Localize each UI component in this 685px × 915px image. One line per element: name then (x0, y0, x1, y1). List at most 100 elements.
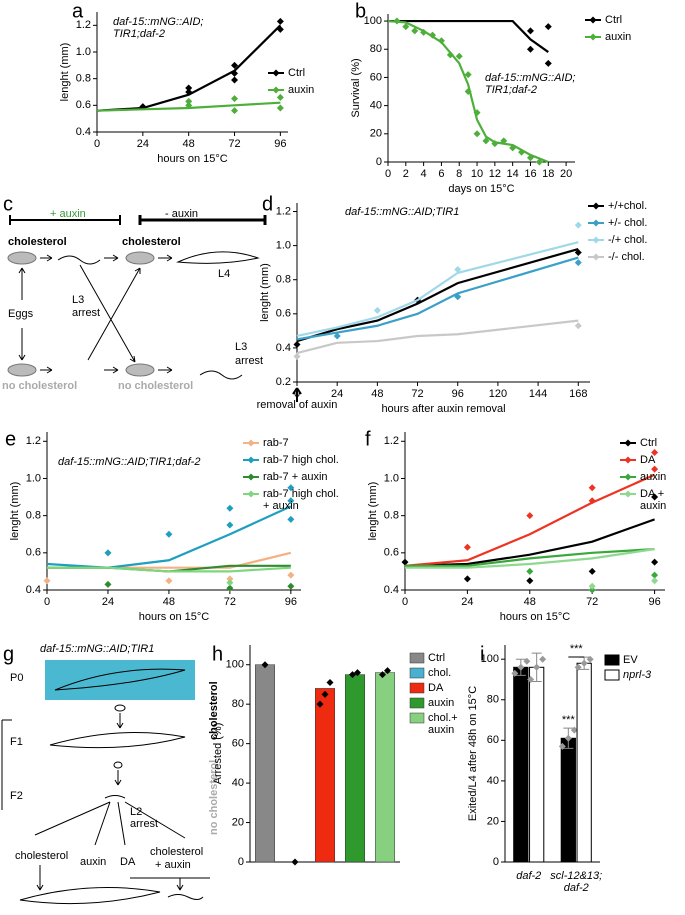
series-line (296, 256, 579, 341)
legend-label: EV (623, 654, 638, 666)
data-point (185, 84, 193, 92)
x-axis-label: hours after auxin removal (381, 403, 505, 415)
x-tick-label: 120 (489, 388, 507, 400)
annotation: daf-15::mNG::AID;TIR1;daf-2 (485, 72, 575, 96)
legend-label: DA + auxin (640, 488, 666, 512)
y-tick-label: 60 (370, 71, 382, 83)
panel-letter: a (72, 0, 84, 22)
data-point (231, 107, 239, 115)
label: cholesterol (122, 236, 181, 248)
bracket (9, 215, 121, 225)
y-tick-label: 60 (232, 738, 244, 750)
data-point (231, 61, 239, 69)
data-point (651, 571, 659, 579)
y-axis-label: Exited/L4 after 48h on 15°C (467, 686, 479, 821)
label: Eggs (8, 308, 34, 320)
legend-label: Ctrl (640, 437, 657, 449)
data-point (588, 567, 596, 575)
panel-letter: g (3, 643, 14, 665)
data-point (379, 671, 386, 679)
data-point (437, 37, 445, 45)
data-point (226, 584, 234, 592)
data-point (226, 579, 234, 587)
data-point (373, 306, 381, 314)
x-tick-label: 72 (586, 596, 598, 608)
legend-label: chol.+ auxin (428, 712, 458, 736)
arrows-worms (18, 251, 260, 380)
data-point (287, 582, 295, 590)
legend-label: rab-7 high chol. + auxin (263, 488, 339, 512)
data-point (574, 259, 582, 267)
y-tick-label: 0.4 (276, 342, 291, 354)
y-tick-label: 80 (370, 43, 382, 55)
x-tick-label: 12 (489, 168, 501, 180)
x-tick-label: 48 (183, 138, 195, 150)
panel-letter: d (262, 193, 273, 215)
panel-letter: b (355, 0, 366, 22)
data-point (333, 332, 341, 340)
legend-marker (272, 69, 280, 77)
data-point (321, 690, 329, 698)
data-point (482, 137, 490, 145)
x-tick-label: 96 (274, 138, 286, 150)
y-axis-label: lenght (mm) (259, 263, 271, 322)
title: daf-15::mNG::AID;TIR1 (40, 643, 154, 655)
data-point (455, 52, 463, 60)
x-tick-label: 0 (402, 596, 408, 608)
x-tick-label: 72 (224, 596, 236, 608)
y-tick-label: 1.0 (76, 46, 91, 58)
panel-letter: e (5, 428, 16, 450)
data-point (574, 322, 582, 330)
plate (45, 660, 195, 700)
data-point (570, 726, 578, 734)
y-tick-label: 0.8 (76, 73, 91, 85)
legend-swatch (409, 712, 425, 724)
panel-letter: c (3, 193, 13, 215)
label: arrest (130, 818, 158, 830)
y-tick-label: 100 (226, 659, 244, 671)
y-tick-label: 0.8 (276, 274, 291, 286)
data-point (574, 663, 582, 671)
panel-letter: f (365, 428, 371, 450)
y-tick-label: 1.2 (276, 205, 291, 217)
label: L3 (72, 294, 84, 306)
x-axis-label: hours on 15°C (500, 611, 570, 623)
arrows-worms (1, 704, 210, 905)
legend-swatch (409, 682, 425, 694)
annotation: daf-15::mNG::AID;TIR1;daf-2 (113, 16, 203, 40)
label: L3 (235, 341, 247, 353)
data-point (104, 580, 112, 588)
x-tick-label: 0 (385, 168, 391, 180)
legend-marker (589, 33, 597, 41)
y-tick-label: 0.4 (384, 584, 399, 596)
x-tick-label: 4 (421, 168, 427, 180)
x-tick-label: 2 (403, 168, 409, 180)
data-point (326, 678, 334, 686)
y-tick-label: 40 (370, 100, 382, 112)
y-tick-label: 0 (376, 156, 382, 168)
series-line (47, 566, 291, 573)
x-tick-label: 24 (461, 596, 473, 608)
y-tick-label: 100 (481, 653, 499, 665)
data-point (231, 76, 239, 84)
legend-marker (589, 16, 597, 24)
data-point (165, 577, 173, 585)
series-line (404, 518, 655, 567)
data-point (544, 23, 552, 31)
legend-marker (592, 219, 600, 227)
data-point (43, 577, 51, 585)
series-line (388, 19, 549, 53)
data-point (316, 700, 324, 708)
legend-marker (624, 456, 632, 464)
data-point (526, 577, 534, 585)
data-point (454, 265, 462, 273)
legend-marker (247, 490, 255, 498)
side-label: no cholesterol (208, 760, 220, 835)
series-line (405, 548, 655, 567)
x-tick-label: 96 (452, 388, 464, 400)
data-point (276, 17, 284, 25)
label: auxin (80, 856, 106, 868)
data-point (463, 543, 471, 551)
y-tick-label: 100 (364, 15, 382, 27)
series-line (296, 319, 579, 355)
